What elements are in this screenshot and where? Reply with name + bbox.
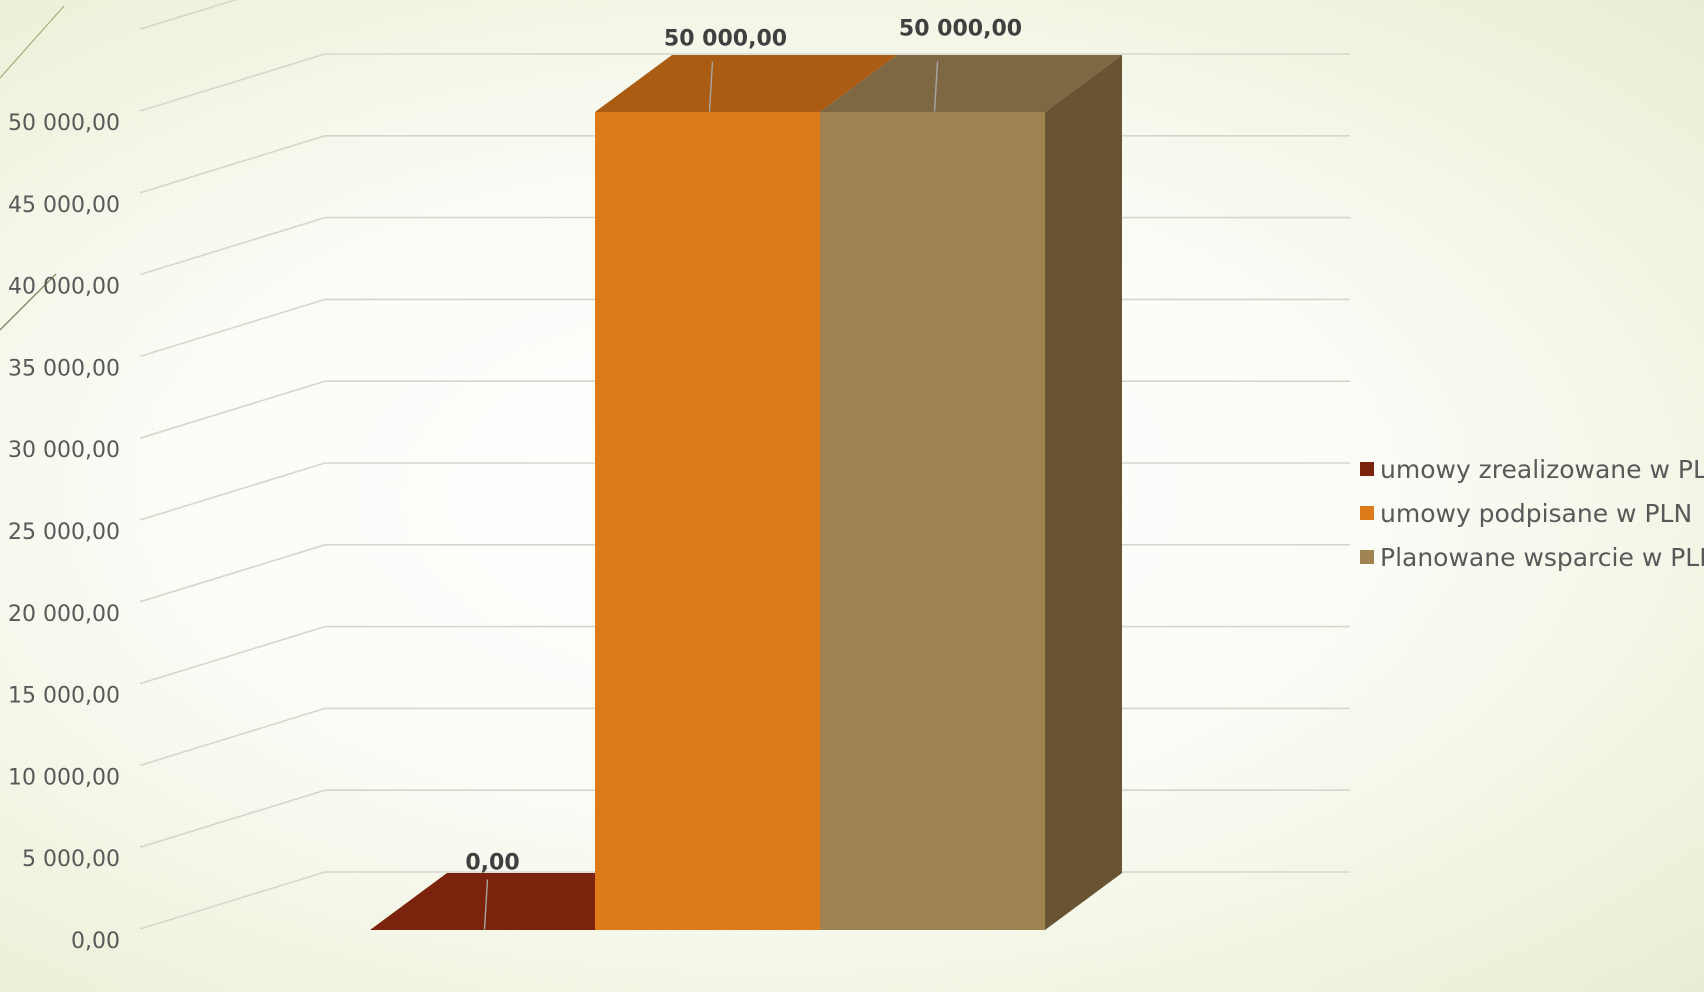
gridline-diagonal [139,0,238,30]
gridline-diagonal [139,135,326,194]
gridline-diagonal [139,871,326,930]
legend-swatch-0 [1360,462,1374,476]
bar-front-2 [820,112,1045,930]
y-tick-label: 10 000,00 [8,765,120,790]
legend-swatch-2 [1360,550,1374,564]
data-label-2: 50 000,00 [899,17,1022,42]
bar-front-1 [595,112,820,930]
bar-top-1 [595,55,897,112]
leader-line-2 [933,61,939,112]
leader-line-1 [708,61,714,112]
decor-line-top [0,5,65,79]
y-tick-label: 5 000,00 [22,847,120,872]
legend-label-1: umowy podpisane w PLN [1380,499,1692,528]
y-tick-label: 50 000,00 [8,111,120,136]
data-labels: 0,00 50 000,00 50 000,00 [465,17,1022,930]
y-tick-label: 25 000,00 [8,520,120,545]
y-tick-label: 30 000,00 [8,438,120,463]
data-label-1: 50 000,00 [664,27,787,52]
gridline-diagonal [139,380,326,439]
legend-label-0: umowy zrealizowane w PLN [1380,455,1704,484]
bars [370,55,1122,930]
y-tick-label: 20 000,00 [8,602,120,627]
gridline-diagonal [139,298,326,358]
gridline-diagonal [139,625,326,685]
y-tick-label: 0,00 [71,929,120,954]
decor-line-mid [0,273,57,331]
gridline-diagonal [139,216,326,276]
gridline-diagonal [139,789,326,848]
bar-top-2 [820,55,1122,112]
y-tick-label: 35 000,00 [8,356,120,381]
leader-line-0 [483,879,489,930]
y-tick-label: 40 000,00 [8,275,120,300]
legend: umowy zrealizowane w PLN umowy podpisane … [1360,455,1704,572]
gridline-diagonal [139,53,326,112]
legend-swatch-1 [1360,506,1374,520]
gridline-diagonal [139,544,326,603]
gridline-diagonal [139,462,326,521]
y-axis-ticks: 0,00 5 000,00 10 000,00 15 000,00 20 000,00 2… [8,111,120,954]
bar-side-2 [1045,55,1122,930]
gridline-diagonal [139,707,326,767]
decorative-lines [0,5,65,331]
y-tick-label: 45 000,00 [8,193,120,218]
data-label-0: 0,00 [465,851,519,876]
y-tick-label: 15 000,00 [8,684,120,709]
legend-label-2: Planowane wsparcie w PLN [1380,543,1704,572]
